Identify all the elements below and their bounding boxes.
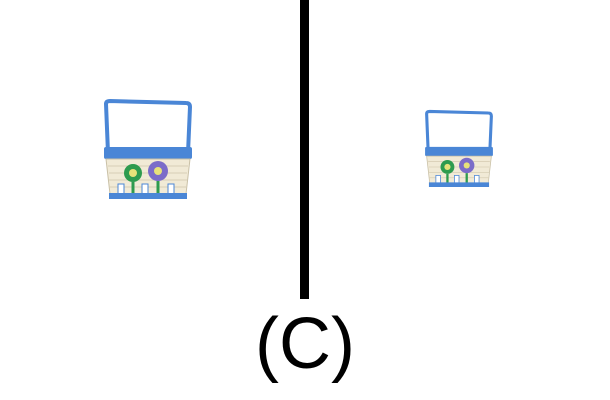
basket-icon: [425, 109, 493, 187]
vertical-divider: [300, 0, 309, 299]
panel-label: (C): [255, 304, 355, 384]
basket-icon: [103, 98, 193, 199]
